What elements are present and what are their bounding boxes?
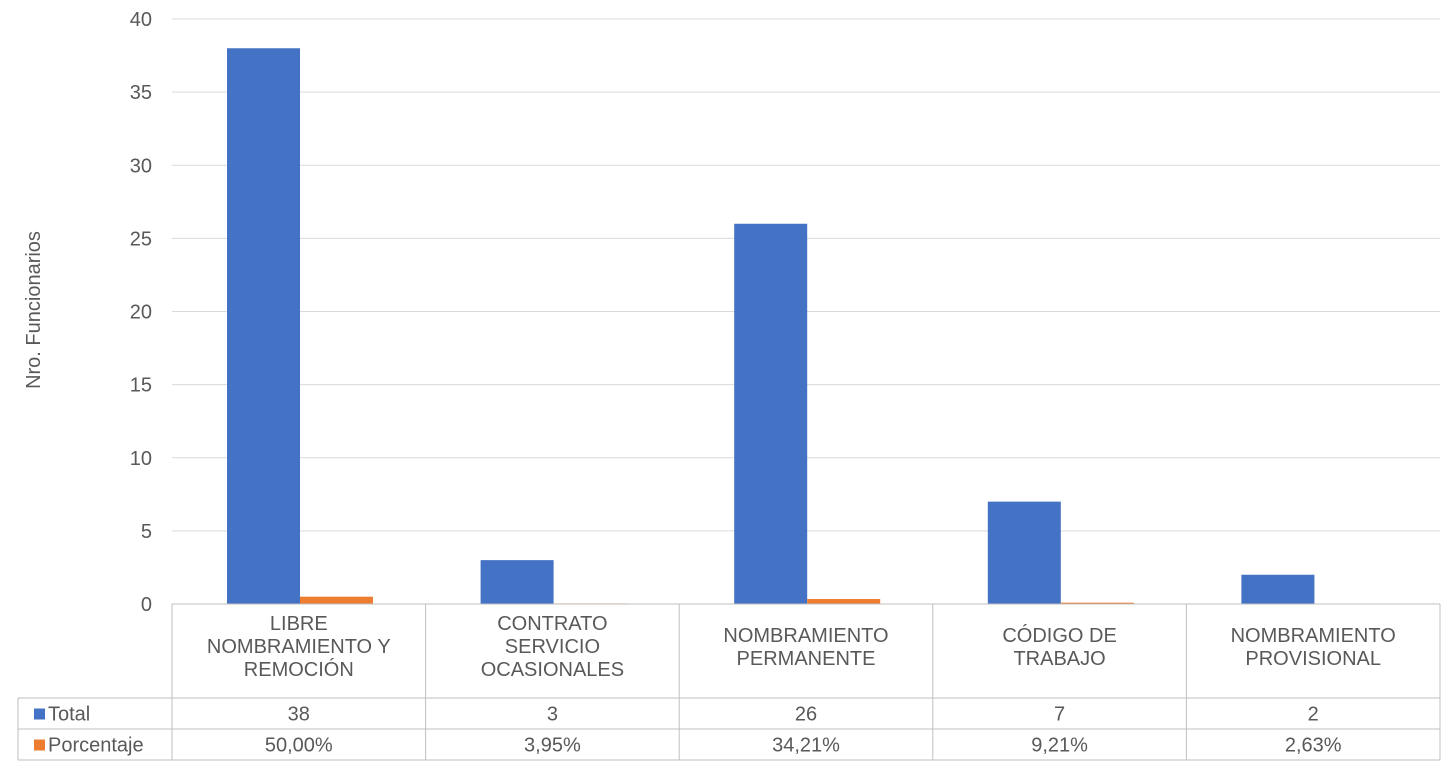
y-tick-label: 0 [141,594,152,616]
y-tick-label: 10 [130,448,152,470]
y-tick-label: 40 [130,9,152,31]
table-cell: 9,21% [1031,735,1088,757]
y-tick-label: 15 [130,375,152,397]
bar-porcentaje [300,596,373,604]
table-cell: 3 [547,704,558,726]
legend-key-total [34,708,45,720]
category-label: NOMBRAMIENTO PROVISIONAL [1231,625,1396,670]
bar-porcentaje [1060,602,1134,604]
y-tick-label: 30 [130,155,152,177]
y-axis-tick-labels: 0 5 10 15 20 25 30 35 40 [130,9,152,616]
bar-total [227,48,300,604]
y-tick-label: 5 [141,521,152,543]
table-cell: 2 [1308,704,1319,726]
y-tick-label: 20 [130,302,152,324]
bar-porcentaje [807,598,881,604]
category-label: CÓDIGO DE TRABAJO [1002,624,1116,670]
series-name: Total [48,704,90,726]
category-label: NOMBRAMIENTO PERMANENTE [723,625,888,670]
bars [227,48,1388,604]
series-name: Porcentaje [48,735,144,757]
y-axis-label: Nro. Funcionarios [23,231,45,389]
bar-total [734,223,808,604]
data-table: LIBRE NOMBRAMIENTO Y REMOCIÓN CONTRATO SERVI… [17,603,1441,761]
bar-total [480,560,554,604]
table-cell: 3,95% [524,735,581,757]
bar-total [987,501,1061,604]
bar-total [1241,574,1315,604]
table-cell: 2,63% [1285,735,1342,757]
y-tick-label: 25 [130,228,152,250]
legend-key-porcentaje [34,739,45,751]
category-label: CONTRATO SERVICIO OCASIONALES [481,613,624,681]
table-cell: 26 [795,704,817,726]
table-cell: 50,00% [265,735,333,757]
table-cell: 34,21% [772,735,840,757]
table-cell: 38 [288,704,310,726]
y-tick-label: 35 [130,82,152,104]
category-label: LIBRE NOMBRAMIENTO Y REMOCIÓN [207,613,391,681]
table-cell: 7 [1054,704,1065,726]
